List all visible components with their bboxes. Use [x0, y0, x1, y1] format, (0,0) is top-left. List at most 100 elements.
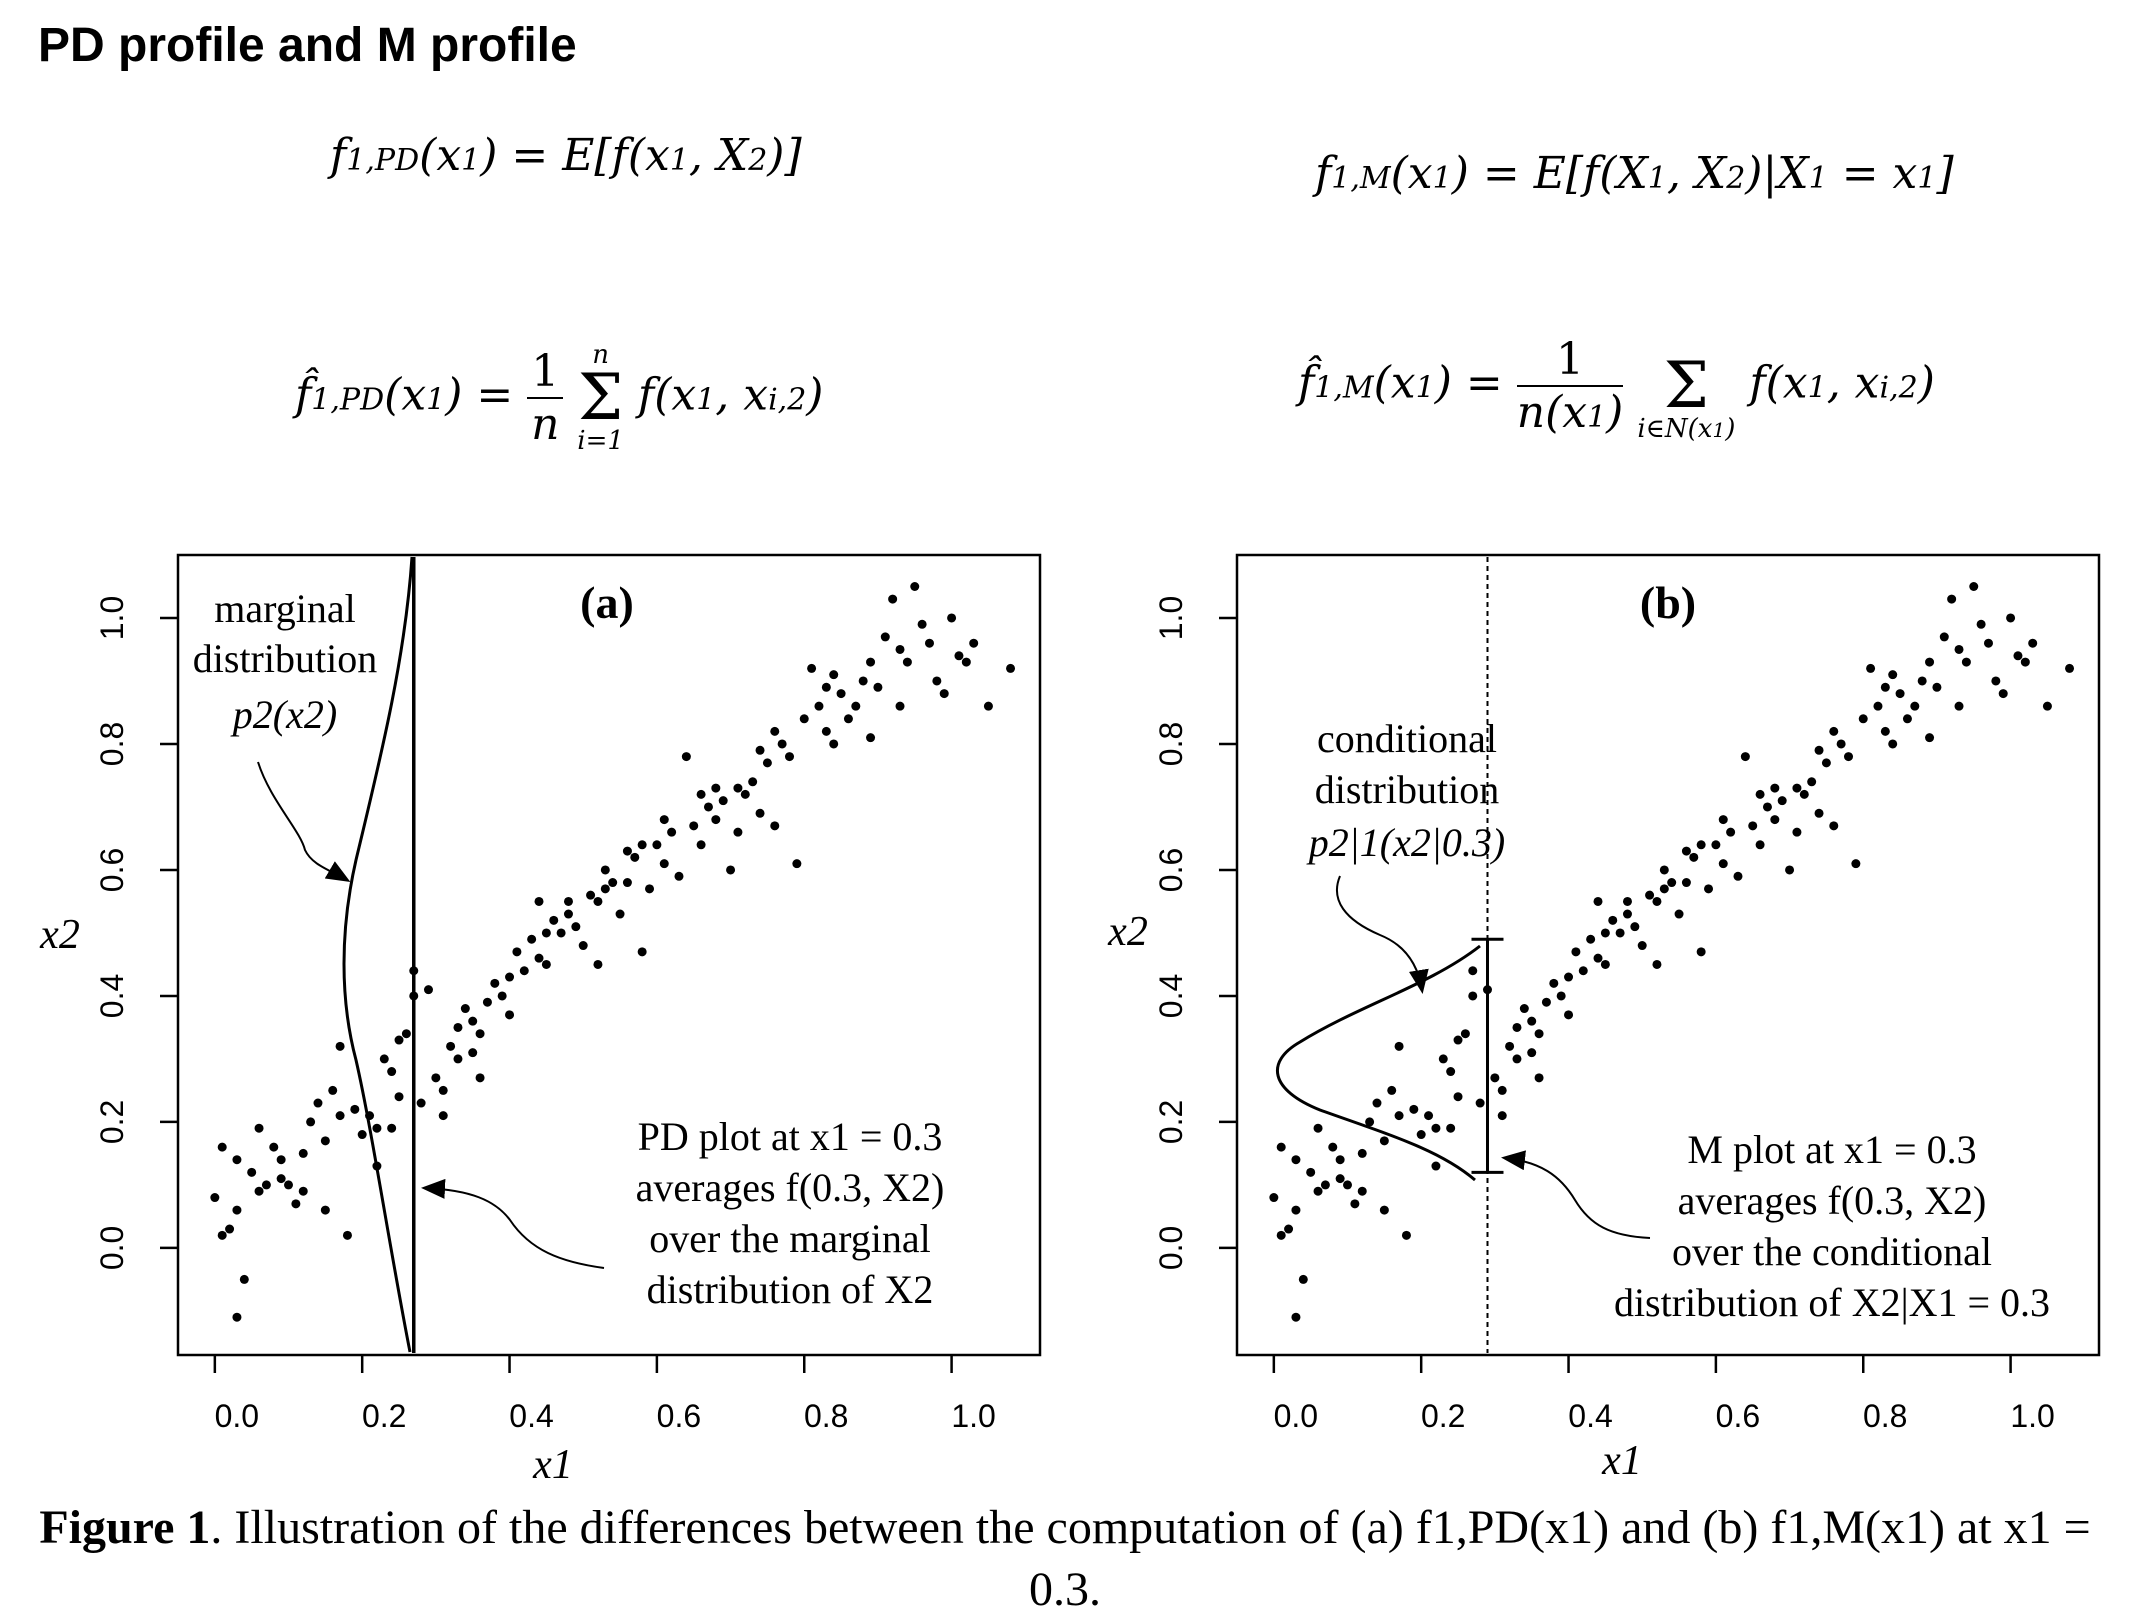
pd-plot-label-line-1: PD plot at x1 = 0.3 [638, 1114, 943, 1159]
data-point [1983, 638, 1993, 648]
data-point [232, 1312, 242, 1322]
y-tick-label: 0.6 [1153, 848, 1189, 892]
data-point [851, 701, 861, 711]
data-point [1365, 1117, 1375, 1127]
data-point [512, 947, 522, 957]
data-point [1497, 1111, 1507, 1121]
data-point [961, 657, 971, 667]
data-point [335, 1041, 345, 1051]
data-point [1645, 890, 1655, 900]
data-point [284, 1180, 294, 1190]
data-point [748, 777, 758, 787]
data-point [1379, 1136, 1389, 1146]
data-point [453, 1022, 463, 1032]
data-point [777, 739, 787, 749]
x-tick-label: 0.0 [1274, 1398, 1318, 1434]
data-point [2006, 613, 2016, 623]
data-point [1659, 884, 1669, 894]
data-point [1505, 1041, 1515, 1051]
data-point [2020, 657, 2030, 667]
data-point [342, 1230, 352, 1240]
data-point [1291, 1155, 1301, 1165]
data-point [1844, 752, 1854, 762]
data-point [357, 1130, 367, 1140]
data-point [762, 758, 772, 768]
data-point [1276, 1142, 1286, 1152]
pd-plot-label-line-4: distribution of X2 [647, 1267, 934, 1312]
data-point [1350, 1199, 1360, 1209]
data-point [254, 1123, 264, 1133]
data-point [1475, 1098, 1485, 1108]
data-point [630, 852, 640, 862]
data-point [556, 928, 566, 938]
data-point [1527, 1048, 1537, 1058]
data-point [1600, 928, 1610, 938]
data-point [1652, 959, 1662, 969]
data-point [2065, 663, 2075, 673]
data-point [328, 1085, 338, 1095]
pd-plot-label-line-2: averages f(0.3, X2) [636, 1165, 945, 1210]
data-point [755, 745, 765, 755]
data-point [475, 1073, 485, 1083]
data-point [475, 1029, 485, 1039]
data-point [733, 827, 743, 837]
data-point [1593, 953, 1603, 963]
data-point [497, 991, 507, 1001]
data-point [350, 1104, 360, 1114]
data-point [600, 865, 610, 875]
data-point [593, 959, 603, 969]
data-point [1748, 821, 1758, 831]
data-point [1667, 878, 1677, 888]
data-point [1512, 1054, 1522, 1064]
data-point [1792, 783, 1802, 793]
data-point [1711, 840, 1721, 850]
data-point [829, 739, 839, 749]
marginal-density-curve [342, 556, 414, 1353]
y-tick-label: 0.6 [94, 848, 130, 892]
data-point [1394, 1041, 1404, 1051]
data-point [843, 714, 853, 724]
data-point [401, 1029, 411, 1039]
data-point [600, 884, 610, 894]
data-point [1888, 670, 1898, 680]
data-point [674, 871, 684, 881]
x-tick-label: 0.2 [362, 1398, 406, 1434]
data-point [1659, 865, 1669, 875]
data-point [792, 859, 802, 869]
x-tick-label: 0.4 [1568, 1398, 1612, 1434]
data-point [711, 783, 721, 793]
data-point [1740, 752, 1750, 762]
data-point [438, 1085, 448, 1095]
data-point [232, 1205, 242, 1215]
data-point [276, 1174, 286, 1184]
data-point [1777, 796, 1787, 806]
data-point [541, 928, 551, 938]
data-point [740, 789, 750, 799]
data-point [416, 1098, 426, 1108]
data-point [394, 1092, 404, 1102]
data-point [1652, 896, 1662, 906]
data-point [858, 676, 868, 686]
x-tick-label: 0.2 [1421, 1398, 1465, 1434]
y-tick-label: 1.0 [1153, 596, 1189, 640]
data-point [1490, 1073, 1500, 1083]
data-point [1829, 821, 1839, 831]
conditional-arrow [1335, 875, 1429, 994]
panel-a: 0.0 0.2 0.4 0.6 0.8 1.0 0.0 0.2 0.4 0.6 0.8 1.0 (a)… [39, 553, 1042, 1488]
data-point [1564, 972, 1574, 982]
data-point [969, 638, 979, 648]
data-point [446, 1041, 456, 1051]
plot-frame [1235, 553, 2101, 1357]
data-point [1954, 701, 1964, 711]
data-point [394, 1035, 404, 1045]
data-point [1880, 726, 1890, 736]
conditional-label-line-1: conditional [1317, 716, 1497, 761]
data-point [681, 752, 691, 762]
data-point [225, 1224, 235, 1234]
data-point [563, 909, 573, 919]
data-point [1755, 840, 1765, 850]
data-point [807, 663, 817, 673]
data-point [1770, 783, 1780, 793]
data-point [622, 846, 632, 856]
